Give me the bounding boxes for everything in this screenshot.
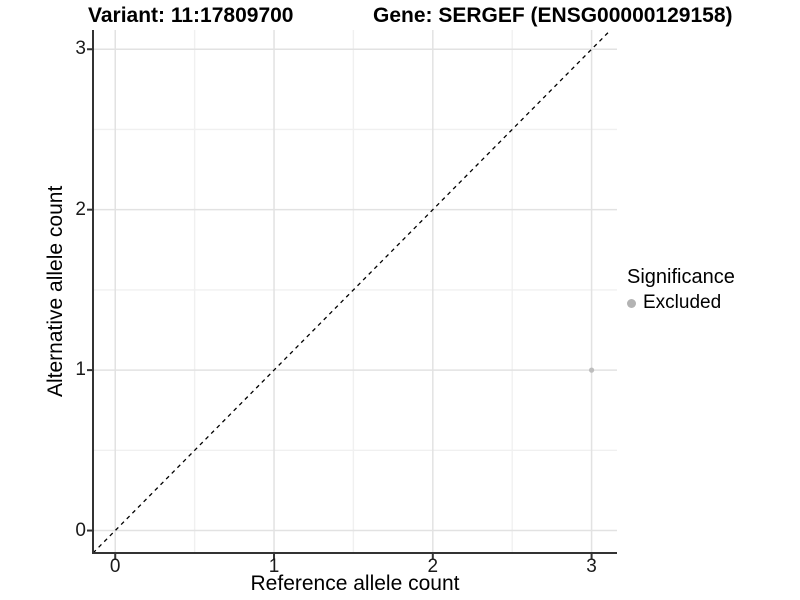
legend-point-icon bbox=[627, 298, 636, 308]
x-tick-label: 0 bbox=[109, 556, 121, 577]
legend-title: Significance bbox=[627, 266, 735, 288]
y-tick-label: 1 bbox=[75, 359, 86, 381]
legend-items: Excluded bbox=[627, 292, 735, 314]
plot-title-variant: Variant: 11:17809700 bbox=[88, 4, 294, 27]
y-tick-label: 0 bbox=[75, 519, 86, 541]
legend: Significance Excluded bbox=[627, 266, 735, 314]
x-tick-label: 1 bbox=[268, 556, 280, 577]
x-axis-title: Reference allele count bbox=[250, 572, 460, 595]
plot-title-gene: Gene: SERGEF (ENSG00000129158) bbox=[373, 4, 733, 27]
x-tick-label: 3 bbox=[586, 556, 597, 577]
x-tick-label: 2 bbox=[427, 556, 439, 577]
y-tick-label: 3 bbox=[75, 38, 86, 60]
legend-item: Excluded bbox=[627, 292, 735, 314]
identity-dashed-line bbox=[92, 29, 612, 554]
y-tick-label: 2 bbox=[75, 198, 86, 220]
legend-item-label: Excluded bbox=[643, 292, 722, 313]
y-axis-title: Alternative allele count bbox=[44, 185, 67, 398]
data-point bbox=[588, 367, 595, 373]
